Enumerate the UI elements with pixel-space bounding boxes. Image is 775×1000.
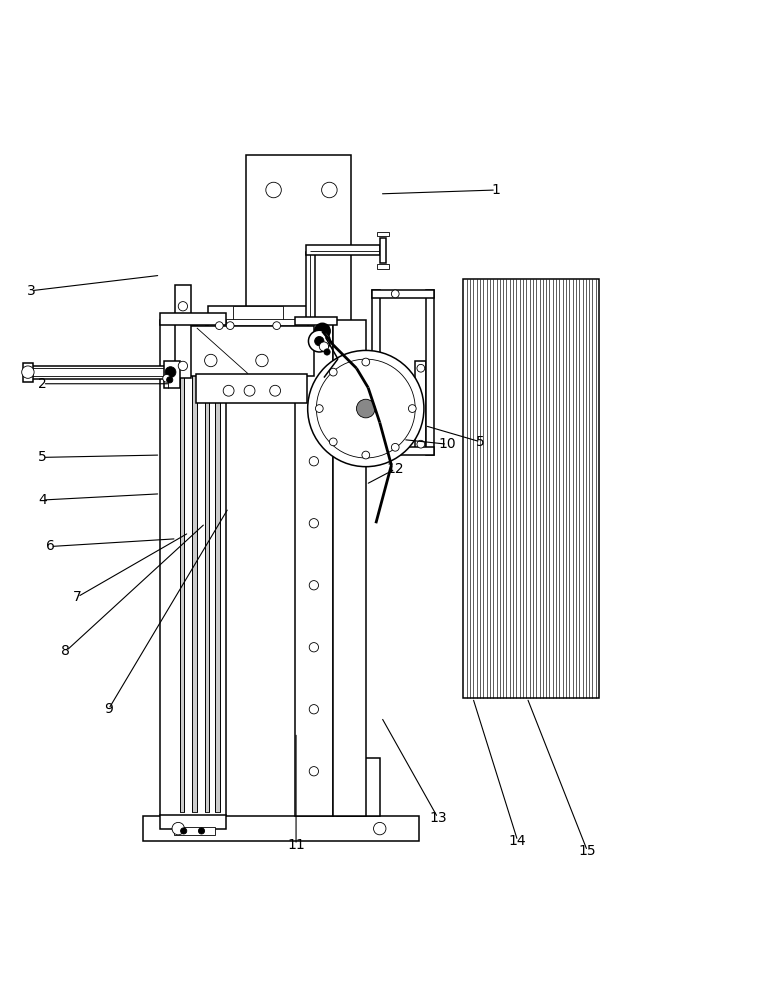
Bar [180, 325, 184, 812]
Bar [164, 360, 180, 388]
Circle shape [266, 182, 281, 198]
Text: 15: 15 [579, 844, 596, 858]
Bar [186, 326, 314, 376]
Bar [426, 290, 434, 455]
Bar [160, 320, 226, 816]
Circle shape [315, 323, 330, 339]
Circle shape [163, 374, 170, 382]
Bar [294, 317, 337, 325]
Circle shape [391, 443, 399, 451]
Circle shape [172, 822, 184, 835]
Circle shape [223, 385, 234, 396]
Circle shape [322, 182, 337, 198]
Text: 6: 6 [46, 540, 55, 554]
Bar [372, 290, 380, 455]
Circle shape [408, 405, 416, 412]
Circle shape [22, 366, 34, 378]
Circle shape [308, 330, 330, 352]
Text: 5: 5 [38, 450, 47, 464]
Circle shape [309, 767, 319, 776]
Circle shape [309, 395, 319, 404]
Text: 9: 9 [104, 702, 113, 716]
Circle shape [244, 385, 255, 396]
Text: 12: 12 [387, 462, 404, 476]
Circle shape [178, 302, 188, 311]
Bar [372, 290, 434, 298]
Circle shape [417, 440, 425, 448]
Bar [23, 363, 33, 382]
Bar [143, 816, 419, 841]
Text: 4: 4 [38, 493, 47, 507]
Bar [192, 325, 197, 812]
Text: 14: 14 [509, 834, 526, 848]
Circle shape [329, 438, 337, 446]
Bar [306, 252, 315, 322]
Bar [328, 366, 339, 450]
Bar [415, 360, 426, 454]
Circle shape [181, 828, 187, 834]
Bar [306, 245, 380, 255]
Text: 13: 13 [429, 811, 446, 825]
Circle shape [309, 581, 319, 590]
Bar [226, 319, 296, 325]
Circle shape [391, 290, 399, 298]
Circle shape [309, 457, 319, 466]
Circle shape [198, 828, 205, 834]
Circle shape [324, 349, 330, 355]
Circle shape [315, 405, 323, 412]
Circle shape [417, 364, 425, 372]
Bar [196, 374, 307, 403]
Circle shape [226, 322, 234, 330]
Circle shape [309, 519, 319, 528]
Text: 5: 5 [476, 435, 485, 449]
Bar [208, 306, 308, 330]
Bar [174, 827, 215, 835]
Circle shape [273, 322, 281, 330]
Bar [27, 366, 178, 379]
Circle shape [362, 358, 370, 366]
Circle shape [167, 377, 173, 383]
Circle shape [309, 643, 319, 652]
Bar [333, 320, 366, 816]
Bar [377, 232, 389, 236]
Circle shape [178, 361, 188, 371]
Circle shape [362, 451, 370, 459]
Circle shape [374, 822, 386, 835]
Circle shape [329, 368, 337, 376]
Bar [463, 279, 599, 698]
Bar [246, 155, 351, 322]
Circle shape [356, 399, 375, 418]
Bar [205, 325, 209, 812]
Circle shape [308, 350, 424, 467]
Text: 8: 8 [61, 644, 71, 658]
Bar [232, 306, 283, 322]
Text: 2: 2 [38, 377, 47, 391]
Bar [215, 325, 220, 812]
Circle shape [316, 359, 415, 458]
Text: 3: 3 [26, 284, 36, 298]
Bar [160, 313, 226, 325]
Bar [175, 285, 191, 378]
Bar [377, 264, 389, 269]
Circle shape [256, 354, 268, 367]
Circle shape [215, 322, 223, 330]
Bar [160, 815, 226, 829]
Text: 1: 1 [491, 183, 501, 197]
Bar [372, 447, 434, 455]
Circle shape [309, 705, 319, 714]
Bar [294, 320, 333, 816]
Text: 10: 10 [439, 437, 456, 451]
Text: 7: 7 [73, 590, 82, 604]
Circle shape [205, 354, 217, 367]
Circle shape [315, 336, 324, 346]
Text: 11: 11 [288, 838, 305, 852]
Bar [380, 238, 386, 263]
Circle shape [319, 342, 329, 351]
Circle shape [270, 385, 281, 396]
Bar [337, 758, 380, 816]
Circle shape [165, 367, 176, 378]
